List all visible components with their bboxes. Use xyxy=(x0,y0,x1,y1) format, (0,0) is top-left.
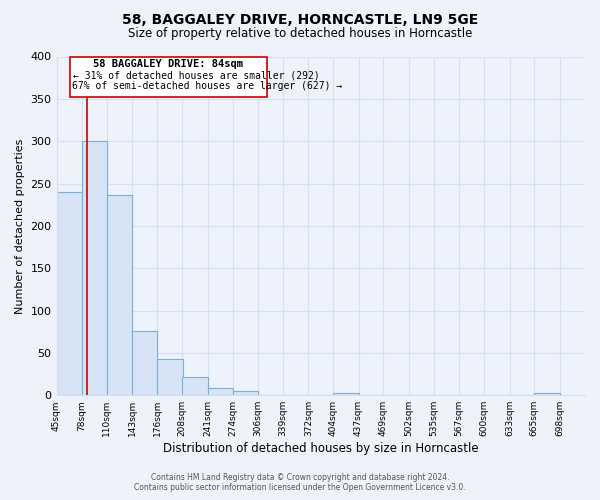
Text: 67% of semi-detached houses are larger (627) →: 67% of semi-detached houses are larger (… xyxy=(72,81,342,91)
Bar xyxy=(208,388,233,395)
Text: 58, BAGGALEY DRIVE, HORNCASTLE, LN9 5GE: 58, BAGGALEY DRIVE, HORNCASTLE, LN9 5GE xyxy=(122,12,478,26)
Bar xyxy=(56,192,82,395)
Bar xyxy=(233,391,259,395)
Bar xyxy=(82,141,107,395)
Bar xyxy=(333,392,359,395)
Bar xyxy=(157,359,183,395)
Bar xyxy=(182,376,208,395)
Bar xyxy=(132,331,157,395)
Text: ← 31% of detached houses are smaller (292): ← 31% of detached houses are smaller (29… xyxy=(73,70,320,80)
Bar xyxy=(534,392,560,395)
Text: Contains HM Land Registry data © Crown copyright and database right 2024.
Contai: Contains HM Land Registry data © Crown c… xyxy=(134,473,466,492)
Y-axis label: Number of detached properties: Number of detached properties xyxy=(15,138,25,314)
FancyBboxPatch shape xyxy=(70,56,267,97)
Bar xyxy=(107,194,132,395)
X-axis label: Distribution of detached houses by size in Horncastle: Distribution of detached houses by size … xyxy=(163,442,479,455)
Text: Size of property relative to detached houses in Horncastle: Size of property relative to detached ho… xyxy=(128,28,472,40)
Text: 58 BAGGALEY DRIVE: 84sqm: 58 BAGGALEY DRIVE: 84sqm xyxy=(93,59,243,69)
